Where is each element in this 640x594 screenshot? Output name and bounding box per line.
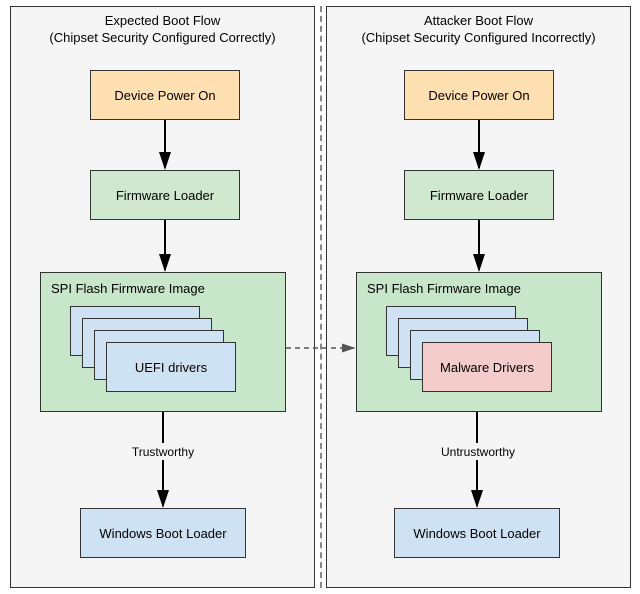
stack-card-front-malware: Malware Drivers xyxy=(422,342,552,392)
right-title-line1: Attacker Boot Flow xyxy=(424,13,533,28)
node-right-power-on: Device Power On xyxy=(404,70,554,120)
node-right-boot-loader: Windows Boot Loader xyxy=(394,508,560,558)
diagram-canvas: Expected Boot Flow (Chipset Security Con… xyxy=(0,0,640,594)
panel-divider xyxy=(320,6,322,588)
left-title-line1: Expected Boot Flow xyxy=(105,13,221,28)
node-label: Device Power On xyxy=(114,88,215,103)
node-label: Windows Boot Loader xyxy=(413,526,540,541)
right-panel-title: Attacker Boot Flow (Chipset Security Con… xyxy=(327,7,630,49)
node-label: Device Power On xyxy=(428,88,529,103)
left-title-line2: (Chipset Security Configured Correctly) xyxy=(49,30,275,45)
edge-label-trustworthy: Trustworthy xyxy=(120,445,206,459)
node-label: SPI Flash Firmware Image xyxy=(367,281,521,296)
node-right-firmware-loader: Firmware Loader xyxy=(404,170,554,220)
node-label: Firmware Loader xyxy=(116,188,214,203)
node-label: Firmware Loader xyxy=(430,188,528,203)
right-title-line2: (Chipset Security Configured Incorrectly… xyxy=(361,30,595,45)
stack-label: Malware Drivers xyxy=(440,360,534,375)
node-label: SPI Flash Firmware Image xyxy=(51,281,205,296)
edge-label-untrustworthy: Untrustworthy xyxy=(430,445,526,459)
node-left-boot-loader: Windows Boot Loader xyxy=(80,508,246,558)
left-panel-title: Expected Boot Flow (Chipset Security Con… xyxy=(11,7,314,49)
node-label: Windows Boot Loader xyxy=(99,526,226,541)
stack-card-front-uefi: UEFI drivers xyxy=(106,342,236,392)
node-left-firmware-loader: Firmware Loader xyxy=(90,170,240,220)
node-left-power-on: Device Power On xyxy=(90,70,240,120)
stack-label: UEFI drivers xyxy=(135,360,207,375)
